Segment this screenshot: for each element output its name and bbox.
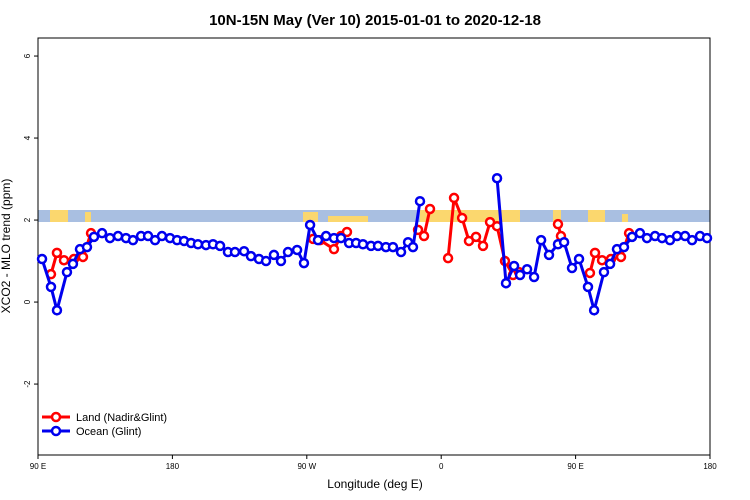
data-point [596, 254, 608, 266]
plot-frame [37, 37, 711, 456]
data-point [470, 231, 482, 243]
data-point [357, 238, 369, 250]
data-point [104, 232, 116, 244]
data-point [634, 227, 646, 239]
data-point [598, 266, 610, 278]
data-point [584, 267, 596, 279]
x-axis-label: Longitude (deg E) [327, 477, 422, 491]
data-point [238, 245, 250, 257]
data-point [521, 264, 533, 275]
data-point [588, 305, 600, 316]
legend-label: Land (Nadir&Glint) [76, 412, 167, 424]
data-point [36, 253, 48, 265]
data-point [589, 247, 601, 259]
data-point [275, 255, 287, 267]
y-axis-label: XCO2 - MLO trend (ppm) [0, 179, 13, 314]
data-point [67, 258, 79, 270]
data-point [477, 240, 489, 252]
data-point [304, 219, 316, 231]
data-point [260, 255, 272, 267]
data-point [424, 203, 436, 215]
data-point [442, 252, 454, 264]
data-point [448, 192, 460, 204]
data-point [500, 277, 512, 289]
data-point [566, 262, 578, 274]
data-point [618, 241, 630, 253]
x-tick-label: 90 E [30, 462, 46, 471]
data-point [96, 227, 108, 239]
data-point [268, 249, 280, 261]
x-tick-label: 0 [439, 462, 444, 471]
data-point [245, 250, 257, 262]
legend-marker [50, 411, 62, 423]
y-tick-label: 6 [23, 53, 32, 58]
data-point [192, 238, 204, 250]
data-point [582, 281, 594, 293]
data-point [508, 260, 520, 272]
data-point [514, 269, 526, 281]
data-point [552, 218, 564, 230]
data-point [51, 305, 63, 316]
data-point [456, 212, 468, 224]
data-point [372, 240, 384, 252]
data-point [387, 241, 399, 253]
data-point [81, 241, 93, 253]
data-point [418, 230, 430, 242]
data-point [156, 230, 168, 242]
y-tick-label: 2 [23, 217, 32, 222]
y-tick-label: 0 [23, 299, 32, 304]
data-point [573, 253, 585, 265]
chart-title: 10N-15N May (Ver 10) 2015-01-01 to 2020-… [209, 12, 541, 29]
y-tick-label: -2 [23, 380, 32, 388]
data-point [298, 257, 310, 269]
data-point [328, 243, 340, 255]
x-tick-label: 180 [166, 462, 180, 471]
data-point [312, 234, 324, 246]
data-point [58, 254, 70, 266]
data-point [626, 231, 638, 243]
y-tick-label: 4 [23, 135, 32, 140]
data-point [282, 246, 294, 258]
legend-label: Ocean (Glint) [76, 426, 141, 438]
x-tick-label: 90 E [567, 462, 583, 471]
data-point [335, 232, 347, 244]
data-point [558, 236, 570, 248]
data-point [341, 226, 353, 238]
data-point [229, 246, 241, 258]
data-point [414, 195, 426, 207]
data-point [535, 234, 547, 246]
data-point [51, 247, 63, 259]
data-point [641, 232, 653, 244]
data-point [686, 234, 698, 246]
data-point [395, 246, 407, 258]
data-point [615, 251, 627, 263]
data-point [127, 234, 139, 246]
data-point [214, 240, 226, 252]
x-tick-label: 180 [703, 462, 717, 471]
data-point [61, 266, 73, 278]
data-point [407, 241, 419, 253]
data-point [671, 230, 683, 242]
data-point [528, 271, 540, 283]
legend-marker [50, 425, 62, 437]
data-point [604, 258, 616, 270]
data-point [543, 249, 555, 261]
data-point [291, 244, 303, 256]
data-point [88, 231, 100, 243]
data-point [701, 232, 713, 244]
data-point [45, 281, 57, 293]
x-tick-label: 90 W [297, 462, 316, 471]
map-strip [38, 210, 710, 222]
data-point [491, 172, 503, 184]
